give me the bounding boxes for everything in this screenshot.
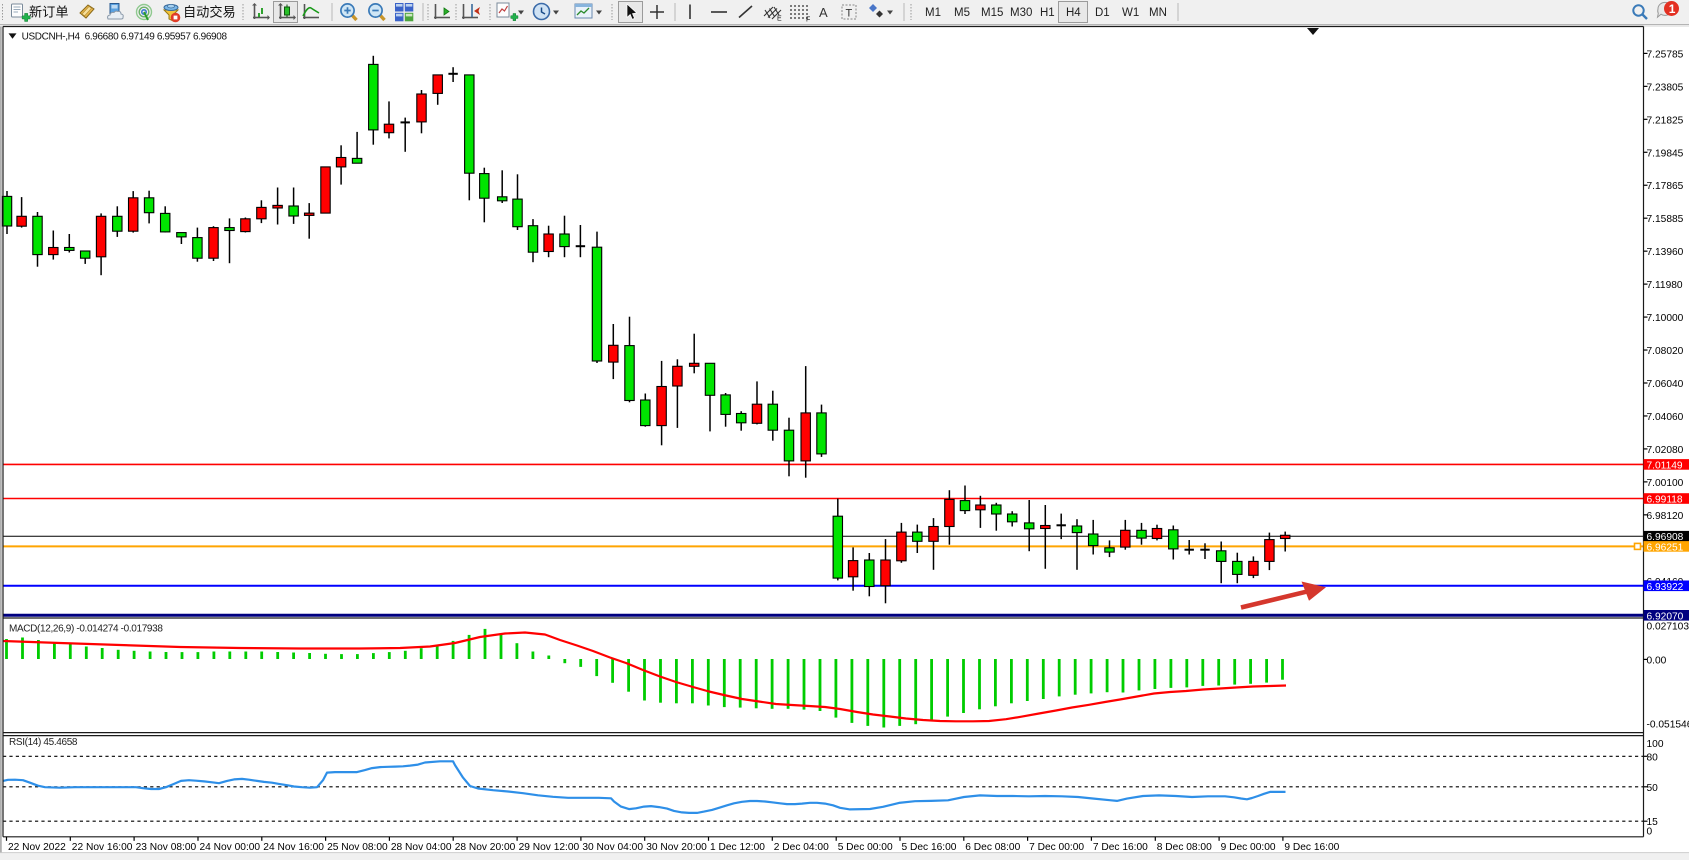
svg-text:6.96251: 6.96251 <box>1647 542 1684 553</box>
svg-text:1 Dec 12:00: 1 Dec 12:00 <box>710 842 765 853</box>
svg-text:7.04060: 7.04060 <box>1647 412 1684 423</box>
svg-text:7.02080: 7.02080 <box>1647 445 1684 456</box>
svg-text:E: E <box>777 16 782 23</box>
svg-text:8 Dec 08:00: 8 Dec 08:00 <box>1157 842 1212 853</box>
svg-text:M1: M1 <box>925 7 941 19</box>
svg-text:W1: W1 <box>1122 7 1139 19</box>
svg-text:7.11980: 7.11980 <box>1647 280 1683 291</box>
svg-text:7 Dec 00:00: 7 Dec 00:00 <box>1029 842 1084 853</box>
svg-text:USDCNH-,H4 6.96680 6.97149 6.: USDCNH-,H4 6.96680 6.97149 6.95957 6.969… <box>22 32 228 43</box>
svg-text:7 Dec 16:00: 7 Dec 16:00 <box>1093 842 1148 853</box>
svg-text:7.15885: 7.15885 <box>1647 214 1684 225</box>
svg-text:0.027103: 0.027103 <box>1647 622 1689 633</box>
svg-text:30 Nov 20:00: 30 Nov 20:00 <box>646 842 707 853</box>
svg-text:80: 80 <box>1647 752 1659 763</box>
svg-text:M5: M5 <box>954 7 970 19</box>
svg-text:30 Nov 04:00: 30 Nov 04:00 <box>582 842 643 853</box>
svg-text:D1: D1 <box>1095 7 1110 19</box>
svg-text:-0.051546: -0.051546 <box>1647 720 1689 731</box>
svg-text:6.93922: 6.93922 <box>1647 582 1684 593</box>
svg-text:29 Nov 12:00: 29 Nov 12:00 <box>519 842 580 853</box>
svg-text:22 Nov 2022: 22 Nov 2022 <box>8 842 66 853</box>
svg-text:100: 100 <box>1647 739 1664 750</box>
svg-text:自动交易: 自动交易 <box>183 4 236 20</box>
svg-text:9 Dec 16:00: 9 Dec 16:00 <box>1284 842 1339 853</box>
svg-text:7.06040: 7.06040 <box>1647 379 1684 390</box>
svg-text:15: 15 <box>1647 817 1659 828</box>
svg-text:23 Nov 08:00: 23 Nov 08:00 <box>136 842 197 853</box>
svg-text:24 Nov 00:00: 24 Nov 00:00 <box>200 842 261 853</box>
svg-text:2 Dec 04:00: 2 Dec 04:00 <box>774 842 829 853</box>
svg-text:M15: M15 <box>981 7 1003 19</box>
svg-text:5 Dec 00:00: 5 Dec 00:00 <box>838 842 893 853</box>
svg-text:1: 1 <box>1669 2 1676 16</box>
svg-text:MN: MN <box>1149 7 1167 19</box>
svg-text:7.01149: 7.01149 <box>1647 460 1683 471</box>
svg-text:7.25785: 7.25785 <box>1647 49 1684 60</box>
svg-text:6.99118: 6.99118 <box>1647 495 1683 506</box>
svg-text:7.19845: 7.19845 <box>1647 148 1684 159</box>
svg-text:M30: M30 <box>1010 7 1032 19</box>
svg-text:新订单: 新订单 <box>29 5 69 20</box>
svg-text:H1: H1 <box>1040 7 1055 19</box>
svg-text:MACD(12,26,9) -0.014274 -0.017: MACD(12,26,9) -0.014274 -0.017938 <box>9 624 163 635</box>
svg-text:0: 0 <box>1647 827 1653 838</box>
svg-text:28 Nov 04:00: 28 Nov 04:00 <box>391 842 452 853</box>
svg-text:T: T <box>846 8 853 20</box>
svg-text:7.10000: 7.10000 <box>1647 313 1684 324</box>
svg-text:H4: H4 <box>1066 7 1081 19</box>
svg-text:RSI(14) 45.4658: RSI(14) 45.4658 <box>9 737 78 748</box>
svg-text:25 Nov 08:00: 25 Nov 08:00 <box>327 842 388 853</box>
svg-text:6.98120: 6.98120 <box>1647 511 1684 522</box>
svg-text:6.96908: 6.96908 <box>1647 532 1684 543</box>
svg-text:A: A <box>819 5 828 20</box>
svg-text:7.08020: 7.08020 <box>1647 346 1684 357</box>
svg-text:9 Dec 00:00: 9 Dec 00:00 <box>1221 842 1276 853</box>
svg-text:28 Nov 20:00: 28 Nov 20:00 <box>455 842 516 853</box>
svg-text:6.92070: 6.92070 <box>1647 611 1684 622</box>
svg-text:0.00: 0.00 <box>1647 655 1667 666</box>
svg-text:7.17865: 7.17865 <box>1647 181 1684 192</box>
svg-text:6 Dec 08:00: 6 Dec 08:00 <box>965 842 1020 853</box>
svg-text:7.23805: 7.23805 <box>1647 82 1684 93</box>
svg-text:7.13960: 7.13960 <box>1647 247 1684 258</box>
svg-text:7.21825: 7.21825 <box>1647 115 1684 126</box>
svg-text:5 Dec 16:00: 5 Dec 16:00 <box>902 842 957 853</box>
svg-text:7.00100: 7.00100 <box>1647 478 1684 489</box>
svg-text:F: F <box>806 17 810 24</box>
svg-text:24 Nov 16:00: 24 Nov 16:00 <box>263 842 324 853</box>
svg-text:50: 50 <box>1647 783 1659 794</box>
svg-text:22 Nov 16:00: 22 Nov 16:00 <box>72 842 133 853</box>
